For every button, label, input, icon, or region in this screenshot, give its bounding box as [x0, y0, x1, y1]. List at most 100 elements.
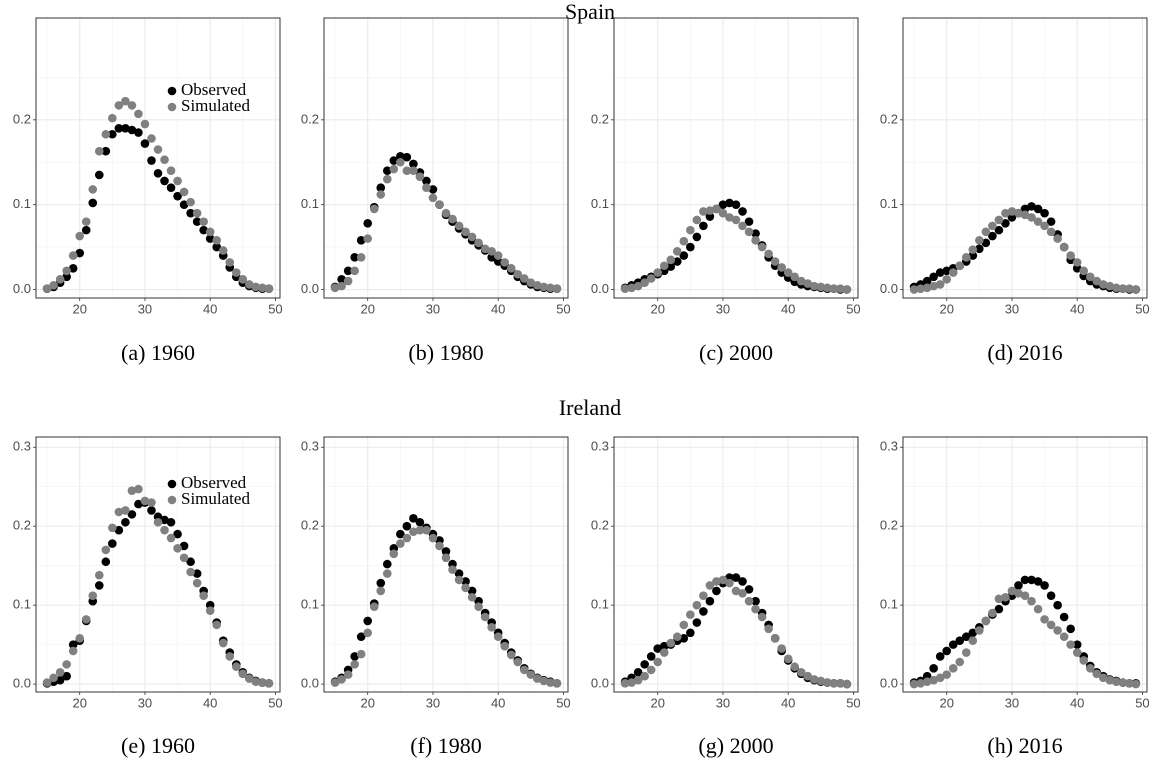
point	[699, 221, 708, 231]
point	[153, 145, 163, 154]
point	[731, 586, 741, 596]
point	[686, 628, 695, 638]
point	[546, 678, 555, 687]
point	[467, 232, 477, 242]
point	[1072, 648, 1082, 657]
point	[487, 247, 496, 256]
point	[829, 679, 839, 688]
y-tick-label: 0.2	[880, 518, 898, 533]
point	[500, 641, 510, 651]
point	[461, 227, 470, 237]
plot-border	[323, 436, 569, 693]
panel-caption: (d) 2016	[987, 340, 1062, 365]
point	[770, 634, 780, 643]
point	[330, 283, 340, 293]
point	[646, 274, 656, 283]
point	[981, 616, 991, 626]
point	[1033, 577, 1043, 586]
point	[816, 282, 826, 292]
point	[62, 272, 71, 282]
point	[842, 679, 852, 689]
x-tick-label: 50	[556, 301, 570, 316]
point	[108, 129, 117, 139]
point	[179, 200, 189, 209]
point	[422, 176, 431, 186]
point	[686, 242, 695, 252]
point	[258, 283, 267, 293]
point	[68, 251, 78, 260]
point	[114, 507, 124, 517]
point	[994, 594, 1004, 604]
point	[205, 606, 215, 615]
point	[205, 234, 215, 243]
x-tick-label: 30	[1005, 695, 1019, 710]
point	[1033, 217, 1043, 226]
point	[75, 634, 85, 643]
point	[245, 674, 254, 683]
point	[114, 525, 124, 535]
point	[1027, 213, 1036, 222]
y-tick-label: 0.0	[301, 676, 319, 691]
point	[428, 193, 438, 203]
x-tick-label: 20	[360, 695, 374, 710]
point	[1007, 213, 1017, 222]
point	[994, 215, 1004, 225]
point	[415, 525, 425, 535]
y-tick-label: 0.3	[301, 439, 319, 454]
point	[121, 124, 130, 133]
x-tick-label: 40	[781, 301, 795, 316]
point	[192, 217, 202, 226]
point	[75, 231, 85, 241]
point	[55, 275, 65, 284]
point	[153, 168, 163, 178]
point	[225, 258, 235, 267]
point	[1072, 264, 1082, 273]
point	[409, 159, 418, 169]
point	[192, 569, 202, 578]
point	[712, 204, 721, 214]
point	[922, 276, 932, 286]
point	[533, 280, 542, 290]
point	[718, 200, 728, 209]
point	[147, 506, 156, 515]
point	[363, 628, 373, 638]
point	[679, 236, 689, 246]
point	[1020, 204, 1030, 214]
legend-marker	[167, 495, 177, 505]
point	[1014, 208, 1023, 218]
point	[212, 242, 222, 252]
point	[500, 258, 510, 267]
y-tick-label: 0.0	[591, 281, 609, 296]
point	[751, 229, 760, 238]
point	[777, 644, 786, 653]
point	[790, 272, 800, 282]
point	[1053, 234, 1062, 243]
point	[1066, 624, 1075, 634]
point	[337, 275, 346, 284]
point	[140, 119, 150, 129]
point	[981, 227, 991, 237]
y-tick-label: 0.1	[13, 196, 31, 211]
point	[94, 570, 104, 580]
point	[108, 539, 117, 548]
legend-marker	[167, 479, 177, 489]
y-tick-label: 0.3	[591, 439, 609, 454]
point	[961, 252, 971, 262]
plot-border	[323, 17, 569, 299]
point	[121, 96, 130, 106]
point	[81, 217, 91, 226]
point	[751, 236, 760, 245]
point	[75, 248, 85, 258]
point	[672, 257, 682, 266]
point	[968, 636, 978, 645]
point	[712, 577, 721, 586]
point	[659, 641, 669, 651]
x-tick-label: 50	[1135, 301, 1149, 316]
point	[935, 673, 945, 683]
point	[101, 545, 111, 555]
point	[1027, 575, 1036, 585]
point	[134, 128, 143, 137]
point	[409, 514, 418, 523]
point	[461, 583, 470, 593]
point	[935, 268, 945, 277]
